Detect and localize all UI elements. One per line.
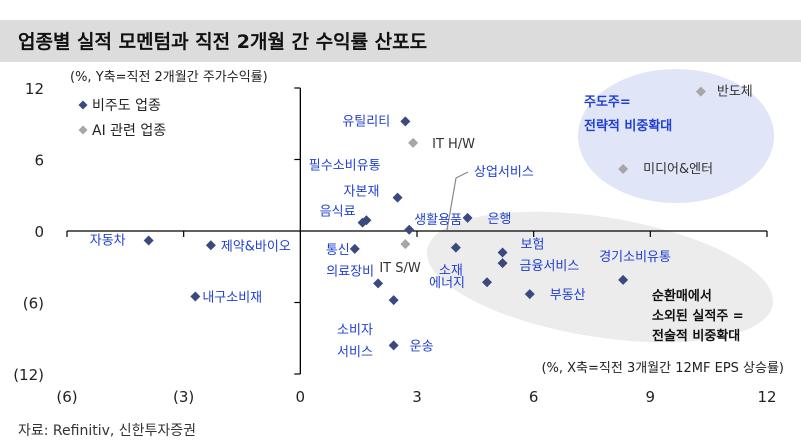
tick-labels: (6) (3) 0 3 6 9 12 12 6 0 (6) (12)	[13, 80, 776, 406]
point-label: IT S/W	[379, 261, 421, 276]
data-point	[497, 247, 508, 258]
legend-marker	[78, 125, 88, 135]
data-point	[388, 295, 399, 306]
point-label: 생활용품	[414, 213, 462, 228]
x-tick-label: 0	[296, 388, 306, 406]
data-point	[388, 340, 399, 351]
point-label: 필수소비유통	[309, 159, 381, 174]
x-tick-label: 3	[412, 388, 422, 406]
point-label: 은행	[488, 211, 512, 227]
y-tick-label: 6	[34, 152, 44, 170]
point-label: 의료장비	[326, 264, 374, 279]
data-point	[400, 239, 411, 250]
data-point	[400, 116, 411, 127]
x-tick-label: (6)	[56, 388, 77, 406]
title-bar: 업종별 실적 모멘텀과 직전 2개월 간 수익률 산포도	[0, 20, 801, 62]
x-axis-label: (%, X축=직전 3개월간 12MF EPS 상승률)	[541, 361, 784, 376]
data-point	[205, 240, 216, 251]
annotation-rotation-line-3: 전술적 비중확대	[652, 328, 740, 344]
y-tick-label: 0	[34, 223, 44, 241]
axes	[66, 87, 768, 375]
data-point	[404, 224, 415, 235]
data-point	[497, 258, 508, 269]
point-label: 내구소비재	[202, 291, 262, 306]
x-tick-label: 9	[646, 388, 656, 406]
legend-marker	[78, 100, 88, 110]
point-label: IT H/W	[432, 137, 475, 152]
y-tick-label: 12	[25, 80, 44, 98]
point-label: 통신	[326, 243, 350, 258]
point-label: 부동산	[550, 288, 586, 303]
data-point	[618, 164, 629, 175]
point-label: 운송	[410, 339, 434, 354]
annotation-leading-line-1: 주도주=	[584, 95, 631, 110]
data-point	[357, 217, 368, 228]
point-label: 자본재	[344, 184, 380, 199]
data-point	[695, 86, 706, 97]
x-tick-label: (3)	[173, 388, 194, 406]
data-point	[482, 277, 492, 288]
data-point	[143, 235, 154, 246]
legend-label: 비주도 업종	[92, 98, 161, 114]
legend-label: AI 관련 업종	[92, 123, 166, 139]
chart-title: 업종별 실적 모멘텀과 직전 2개월 간 수익률 산포도	[18, 31, 428, 53]
axis-notes: (%, Y축=직전 2개월간 주가수익률) (%, X축=직전 3개월간 12MF…	[70, 70, 784, 376]
x-tick-label: 12	[757, 388, 776, 406]
point-label-line-1: 소비자	[337, 323, 373, 338]
point-label-line-2: 서비스	[337, 345, 373, 360]
annotation-commercial-services: 상업서비스	[474, 165, 534, 180]
point-label: 제약&바이오	[221, 239, 291, 254]
data-point	[408, 137, 419, 148]
data-point	[450, 242, 461, 253]
point-label: 경기소비유통	[599, 250, 671, 265]
point-label: 미디어&엔터	[643, 162, 713, 177]
leader-lines	[446, 171, 469, 231]
point-label: 에너지	[429, 276, 465, 291]
data-point	[373, 278, 384, 289]
y-tick-label: (6)	[23, 295, 44, 313]
y-axis-label: (%, Y축=직전 2개월간 주가수익률)	[70, 70, 268, 85]
data-point	[392, 192, 403, 203]
y-tick-label: (12)	[13, 366, 44, 384]
leader-line-commercial-services	[446, 171, 469, 231]
data-point	[190, 291, 201, 302]
point-label: 반도체	[717, 85, 753, 100]
legend: 비주도 업종 AI 관련 업종	[78, 98, 166, 139]
rotation-sector-ellipse	[426, 211, 774, 343]
point-label: 유틸리티	[342, 114, 390, 129]
annotation-rotation-line-1: 순환매에서	[652, 288, 712, 304]
data-point	[462, 212, 473, 223]
point-label: 자동차	[90, 234, 126, 249]
annotation-rotation-line-2: 소외된 실적주 =	[652, 308, 744, 324]
point-label: 음식료	[320, 205, 356, 220]
source-note: 자료: Refinitiv, 신한투자증권	[18, 423, 197, 439]
data-point	[349, 243, 360, 254]
point-label: 소재	[439, 264, 463, 279]
x-tick-label: 6	[529, 388, 539, 406]
data-point	[618, 274, 629, 285]
annotation-leading-line-2: 전략적 비중확대	[584, 118, 672, 134]
point-label: 보험	[521, 237, 545, 252]
point-label: 금융서비스	[520, 259, 580, 274]
data-point	[524, 289, 535, 300]
data-points	[143, 86, 706, 351]
